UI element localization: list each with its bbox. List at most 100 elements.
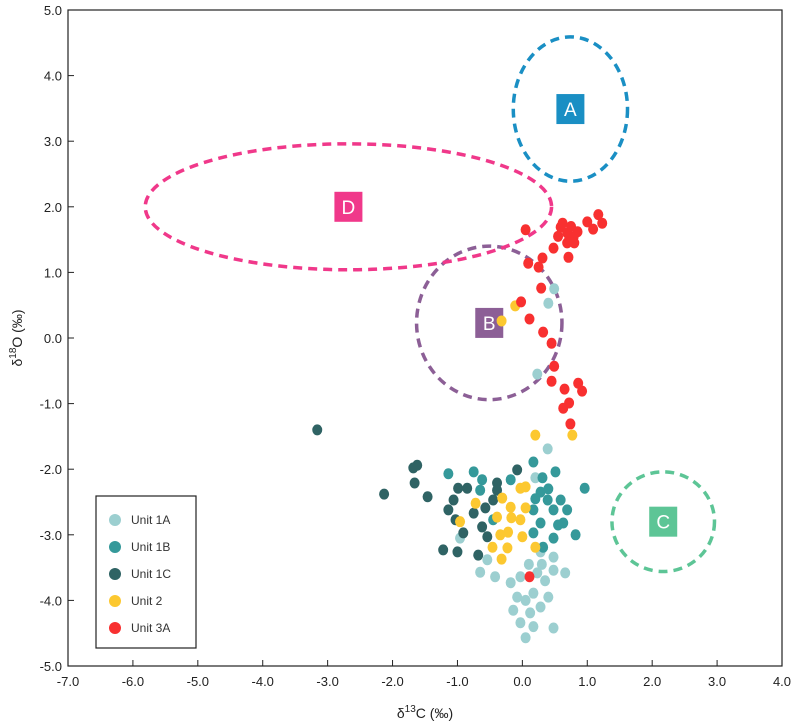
legend-label-unit-2: Unit 2 (131, 594, 163, 608)
point-unit-1c (312, 424, 323, 436)
point-unit-1b (538, 541, 549, 553)
y-tick-label: -1.0 (40, 397, 62, 412)
point-unit-1a (548, 622, 559, 634)
point-unit-1a (530, 472, 541, 484)
point-unit-1a (523, 558, 534, 570)
x-axis-label: δ13C (‰) (397, 704, 453, 721)
point-unit-1c (452, 546, 463, 558)
point-unit-1a (532, 368, 543, 380)
point-unit-1c (480, 502, 491, 514)
x-axis-ticks: -7.0 -6.0 -5.0 -4.0 -3.0 -2.0 -1.0 0.0 1.0 2.0 3.0… (57, 660, 791, 689)
region-c-ellipse (610, 470, 717, 574)
point-unit-3a (588, 223, 599, 235)
point-unit-1b (528, 527, 539, 539)
point-unit-2 (520, 502, 531, 514)
x-tick-label: 1.0 (578, 674, 596, 689)
point-unit-2 (455, 516, 466, 528)
point-unit-2 (517, 531, 528, 543)
point-unit-1b (555, 494, 566, 506)
region-b-ellipse (414, 244, 564, 402)
point-unit-3a (523, 257, 534, 269)
point-unit-3a (563, 251, 574, 263)
point-unit-3a (569, 237, 580, 249)
point-unit-3a (553, 230, 564, 242)
legend-label-unit-1b: Unit 1B (131, 540, 170, 554)
point-unit-1a (490, 571, 501, 583)
point-unit-1b (505, 474, 516, 486)
point-unit-3a (593, 209, 604, 221)
x-tick-label: 4.0 (773, 674, 791, 689)
y-tick-label: 0.0 (44, 331, 62, 346)
point-unit-1c (473, 549, 484, 561)
point-unit-1c (482, 531, 493, 543)
point-unit-1b (562, 504, 573, 516)
point-unit-3a (562, 237, 573, 249)
point-unit-3a (548, 242, 559, 254)
point-unit-1c (458, 527, 469, 539)
legend-marker-unit-2 (109, 595, 121, 607)
data-points (312, 209, 608, 644)
region-a-label: A (564, 100, 577, 121)
point-unit-2 (503, 526, 514, 538)
point-unit-1a (528, 621, 539, 633)
point-unit-2 (497, 492, 508, 504)
point-unit-1b (543, 483, 554, 495)
point-unit-1b (528, 504, 539, 516)
y-axis-label: δ18O (‰) (8, 309, 25, 366)
point-unit-1c (462, 482, 473, 494)
point-unit-1b (475, 484, 486, 496)
region-c-label: C (656, 513, 670, 534)
x-tick-label: -4.0 (252, 674, 274, 689)
region-a-ellipse (511, 35, 630, 183)
point-unit-1a (532, 567, 543, 579)
point-unit-3a (549, 360, 560, 372)
x-tick-label: -7.0 (57, 674, 79, 689)
point-unit-1a (508, 604, 519, 616)
point-unit-2 (567, 429, 578, 441)
point-unit-3a (582, 216, 593, 228)
point-unit-1b (468, 466, 479, 478)
point-unit-1a (525, 607, 536, 619)
x-tick-label: -2.0 (381, 674, 403, 689)
point-unit-1b (535, 517, 546, 529)
point-unit-1b (477, 474, 488, 486)
point-unit-3a (565, 418, 576, 430)
point-unit-1a (528, 587, 539, 599)
point-unit-1a (535, 601, 546, 613)
point-unit-1b (548, 532, 559, 544)
legend-marker-unit-1b (109, 541, 121, 553)
point-unit-1b (530, 493, 541, 505)
point-unit-3a (597, 217, 608, 229)
point-unit-2 (496, 315, 507, 327)
point-unit-1b (579, 482, 590, 494)
region-d-label-box (334, 191, 363, 222)
point-unit-3a (520, 224, 531, 236)
point-unit-3a (516, 296, 527, 308)
x-tick-label: 2.0 (643, 674, 661, 689)
point-unit-1a (475, 566, 486, 578)
point-unit-2 (530, 541, 541, 553)
point-unit-1b (443, 468, 454, 480)
point-unit-1a (536, 558, 547, 570)
point-unit-1a (482, 554, 493, 566)
point-unit-1c (409, 477, 420, 489)
y-tick-label: -5.0 (40, 659, 62, 674)
point-unit-1a (548, 564, 559, 576)
point-unit-2 (530, 429, 541, 441)
region-d-label: D (342, 198, 356, 219)
point-unit-1a (549, 283, 560, 295)
point-unit-2 (506, 512, 517, 524)
x-tick-label: -3.0 (316, 674, 338, 689)
point-unit-1c (379, 488, 390, 500)
point-unit-1c (438, 544, 449, 556)
y-tick-label: 1.0 (44, 265, 62, 280)
point-unit-3a (557, 217, 568, 229)
y-tick-label: 4.0 (44, 69, 62, 84)
point-unit-2 (502, 542, 513, 554)
legend-marker-unit-1c (109, 568, 121, 580)
point-unit-2 (470, 497, 481, 509)
point-unit-2 (495, 529, 506, 541)
point-unit-1b (550, 466, 561, 478)
point-unit-1a (520, 632, 531, 644)
